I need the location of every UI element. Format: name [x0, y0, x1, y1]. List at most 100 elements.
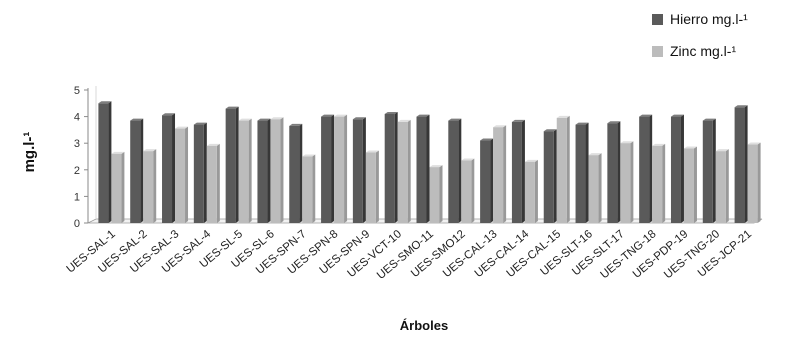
bar-hierro	[162, 115, 173, 223]
bar-side-hierro	[521, 119, 525, 223]
legend-label-hierro: Hierro mg.l-¹	[670, 11, 748, 27]
bar-top-hierro	[98, 101, 112, 104]
bar-side-zinc	[439, 165, 443, 223]
bar-top-zinc	[270, 117, 284, 120]
bar-zinc	[588, 155, 599, 223]
bar-top-hierro	[130, 118, 144, 121]
bar-side-zinc	[471, 158, 475, 223]
bar-top-hierro	[607, 121, 621, 124]
x-axis-title: Árboles	[400, 318, 448, 333]
bar-top-hierro	[289, 123, 303, 126]
bar-side-zinc	[725, 149, 729, 223]
bar-zinc	[683, 148, 694, 223]
bar-top-hierro	[670, 114, 684, 117]
bar-zinc	[270, 119, 281, 223]
bar-zinc	[365, 152, 376, 223]
bar-side-hierro	[362, 117, 366, 223]
bar-zinc	[175, 128, 186, 223]
bar-zinc	[397, 121, 408, 223]
bar-side-zinc	[566, 115, 570, 223]
bar-hierro	[702, 120, 713, 223]
bar-top-hierro	[702, 118, 716, 121]
bars	[98, 101, 761, 223]
y-tick-label: 3	[74, 138, 80, 150]
bar-hierro	[352, 119, 363, 223]
bar-side-zinc	[280, 117, 284, 223]
bar-hierro	[289, 125, 300, 223]
bar-top-zinc	[238, 118, 252, 121]
bar-top-zinc	[652, 143, 666, 146]
bar-hierro	[575, 124, 586, 223]
bar-top-zinc	[397, 119, 411, 122]
bar-top-zinc	[143, 149, 157, 152]
legend-label-zinc: Zinc mg.l-¹	[670, 43, 736, 59]
bar-top-hierro	[511, 119, 525, 122]
bar-side-zinc	[407, 119, 411, 223]
bar-hierro	[670, 116, 681, 223]
category-label: UES-PDP-19	[631, 228, 691, 281]
bar-top-hierro	[734, 105, 748, 108]
bar-side-zinc	[248, 118, 252, 223]
bar-side-zinc	[630, 141, 634, 223]
bar-side-hierro	[649, 114, 653, 223]
bar-zinc	[206, 145, 217, 223]
bar-top-zinc	[111, 151, 125, 154]
bar-side-zinc	[185, 126, 189, 223]
bar-hierro	[321, 116, 332, 223]
bar-hierro	[193, 124, 204, 223]
bar-zinc	[556, 117, 567, 223]
bar-top-zinc	[175, 126, 189, 129]
bar-hierro	[543, 131, 554, 223]
bar-side-hierro	[680, 114, 684, 223]
bar-top-hierro	[384, 111, 398, 114]
bar-side-zinc	[693, 146, 697, 223]
y-axis-title: mg.l-¹	[21, 132, 38, 173]
bar-side-hierro	[235, 106, 239, 223]
bar-hierro	[448, 120, 459, 223]
bar-top-hierro	[321, 114, 335, 117]
y-tick-label: 0	[74, 218, 80, 230]
bar-top-hierro	[193, 122, 207, 125]
bar-side-zinc	[121, 151, 125, 223]
bar-zinc	[302, 156, 313, 223]
legend-swatch-zinc	[652, 46, 663, 57]
bar-side-hierro	[553, 129, 557, 223]
bar-hierro	[734, 107, 745, 223]
bar-side-hierro	[108, 101, 112, 223]
legend: Hierro mg.l-¹ Zinc mg.l-¹	[652, 11, 748, 59]
y-tick-label: 4	[74, 112, 80, 124]
bar-top-zinc	[334, 114, 348, 117]
bar-top-zinc	[206, 143, 220, 146]
bar-top-zinc	[620, 141, 634, 144]
bar-side-zinc	[757, 142, 761, 223]
bar-top-zinc	[302, 154, 316, 157]
bar-hierro	[384, 113, 395, 223]
bar-top-zinc	[365, 150, 379, 153]
bar-side-hierro	[490, 138, 494, 223]
bar-hierro	[98, 103, 109, 223]
bar-side-hierro	[267, 118, 271, 223]
bar-zinc	[143, 151, 154, 223]
bar-side-zinc	[216, 143, 220, 223]
bar-top-hierro	[543, 129, 557, 132]
bar-side-hierro	[617, 121, 621, 223]
bar-side-hierro	[744, 105, 748, 223]
bar-top-hierro	[416, 114, 430, 117]
bar-side-zinc	[312, 154, 316, 223]
bar-top-hierro	[257, 118, 271, 121]
bar-hierro	[511, 121, 522, 223]
bar-top-zinc	[556, 115, 570, 118]
bar-side-zinc	[153, 149, 157, 223]
bar-top-zinc	[747, 142, 761, 145]
bar-hierro	[639, 116, 650, 223]
bar-top-zinc	[429, 165, 443, 168]
bar-side-zinc	[662, 143, 666, 223]
bar-zinc	[429, 167, 440, 223]
bar-side-hierro	[585, 122, 589, 223]
bar-top-hierro	[480, 138, 494, 141]
bar-side-hierro	[426, 114, 430, 223]
bar-hierro	[225, 108, 236, 223]
bar-hierro	[130, 120, 141, 223]
bar-hierro	[257, 120, 268, 223]
